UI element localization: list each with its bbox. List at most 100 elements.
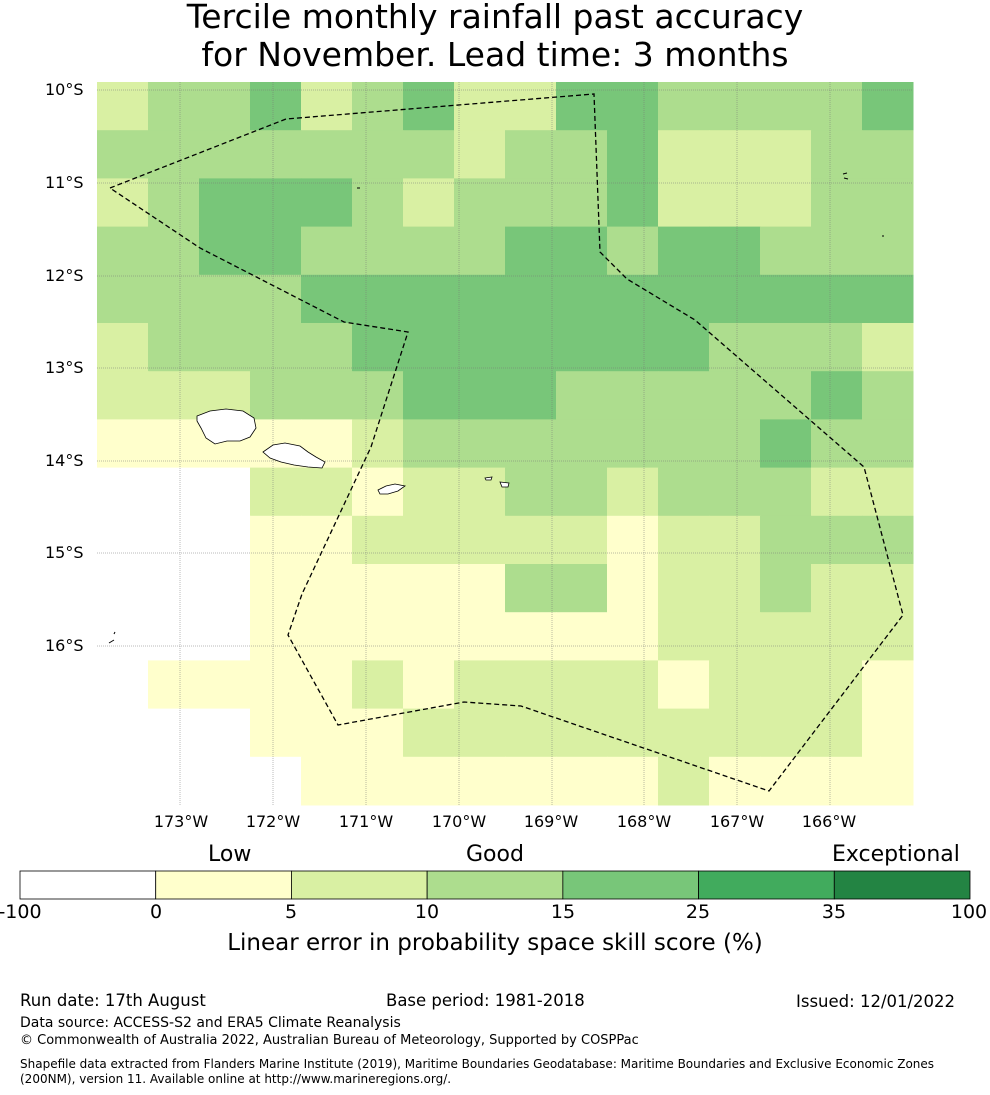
- skill-cell: [607, 564, 659, 613]
- skill-cell: [556, 756, 608, 806]
- skill-cell: [862, 274, 914, 324]
- skill-cell: [97, 515, 149, 565]
- cbar-tick-100: 100: [950, 901, 988, 923]
- skill-cell: [760, 467, 812, 517]
- colorbar-segment: [562, 870, 699, 900]
- skill-cell: [658, 274, 710, 324]
- skill-cell: [556, 178, 608, 228]
- lon-label-171w: 171°W: [338, 812, 394, 831]
- skill-cell: [760, 226, 812, 276]
- skill-cell: [505, 660, 557, 710]
- skill-cell: [658, 178, 710, 228]
- manua-island-b: [499, 481, 510, 488]
- skill-cell: [403, 130, 455, 179]
- data-source: Data source: ACCESS-S2 and ERA5 Climate …: [20, 1015, 401, 1031]
- skill-cell: [403, 564, 455, 613]
- skill-cell: [454, 82, 506, 131]
- skill-cell: [607, 660, 659, 710]
- skill-cell: [199, 274, 251, 324]
- cbar-tick-15: 15: [550, 901, 576, 923]
- skill-cell: [97, 226, 149, 276]
- skill-cell: [556, 274, 608, 324]
- skill-cell: [199, 226, 251, 276]
- cbar-tick-neg100: -100: [0, 901, 42, 923]
- skill-cell: [250, 467, 302, 517]
- shapefile-credit: Shapefile data extracted from Flanders M…: [20, 1057, 935, 1086]
- rose-atoll: [108, 631, 116, 644]
- skill-cell: [148, 274, 200, 324]
- skill-cell: [556, 660, 608, 710]
- skill-cell: [709, 756, 761, 806]
- skill-cell: [658, 756, 710, 806]
- skill-cell: [97, 708, 149, 758]
- skill-cell: [148, 708, 200, 758]
- skill-cell: [148, 467, 200, 517]
- skill-cell: [301, 226, 353, 276]
- skill-cell: [556, 708, 608, 758]
- skill-cell: [301, 708, 353, 758]
- skill-cell: [505, 82, 557, 131]
- cbar-tick-5: 5: [284, 901, 298, 923]
- skill-cell: [250, 178, 302, 228]
- skill-cell: [862, 660, 914, 710]
- lat-label-12s: 12°S: [45, 266, 84, 285]
- colorbar-segment: [19, 870, 157, 900]
- skill-cell: [505, 708, 557, 758]
- skill-cell: [352, 178, 404, 228]
- skill-cell: [505, 226, 557, 276]
- lat-label-16s: 16°S: [45, 636, 84, 655]
- savaii-island: [196, 408, 257, 445]
- skill-cell: [403, 82, 455, 131]
- skill-cell: [505, 178, 557, 228]
- skill-cell: [454, 660, 506, 710]
- category-good: Good: [466, 842, 524, 867]
- copyright: © Commonwealth of Australia 2022, Austra…: [20, 1033, 639, 1048]
- colorbar-segment: [833, 870, 971, 900]
- skill-cell: [862, 226, 914, 276]
- skill-cell: [862, 467, 914, 517]
- skill-cell: [301, 178, 353, 228]
- skill-cell: [454, 274, 506, 324]
- skill-cell: [352, 130, 404, 179]
- skill-cell: [505, 323, 557, 372]
- lon-label-173w: 173°W: [153, 812, 209, 831]
- skill-cell: [250, 756, 302, 806]
- skill-cell: [403, 515, 455, 565]
- colorbar-segment: [291, 870, 428, 900]
- skill-cell: [658, 226, 710, 276]
- skill-cell: [352, 660, 404, 710]
- lon-label-169w: 169°W: [523, 812, 579, 831]
- skill-cell: [199, 612, 251, 661]
- skill-cell: [811, 467, 863, 517]
- skill-cell: [607, 612, 659, 661]
- skill-cell: [709, 82, 761, 131]
- skill-cell: [811, 756, 863, 806]
- skill-cell: [301, 130, 353, 179]
- skill-cell: [760, 130, 812, 179]
- skill-cell: [454, 564, 506, 613]
- skill-cell: [199, 82, 251, 131]
- skill-cell: [403, 419, 455, 469]
- skill-cell: [709, 564, 761, 613]
- skill-cell: [352, 274, 404, 324]
- skill-cell: [556, 82, 608, 131]
- skill-cell: [658, 612, 710, 661]
- skill-cell: [454, 756, 506, 806]
- skill-cell: [505, 371, 557, 420]
- skill-cell: [97, 323, 149, 372]
- skill-cell: [556, 564, 608, 613]
- skill-cell: [607, 130, 659, 179]
- skill-cell: [148, 660, 200, 710]
- skill-cell: [97, 82, 149, 131]
- graticule: [97, 82, 913, 805]
- lon-label-170w: 170°W: [431, 812, 487, 831]
- cbar-tick-10: 10: [414, 901, 440, 923]
- colorbar: [19, 870, 971, 900]
- skill-cell: [301, 371, 353, 420]
- skill-cell: [199, 178, 251, 228]
- skill-cell: [760, 323, 812, 372]
- skill-cell: [658, 82, 710, 131]
- skill-cell: [862, 419, 914, 469]
- skill-cell: [454, 178, 506, 228]
- skill-cell: [454, 708, 506, 758]
